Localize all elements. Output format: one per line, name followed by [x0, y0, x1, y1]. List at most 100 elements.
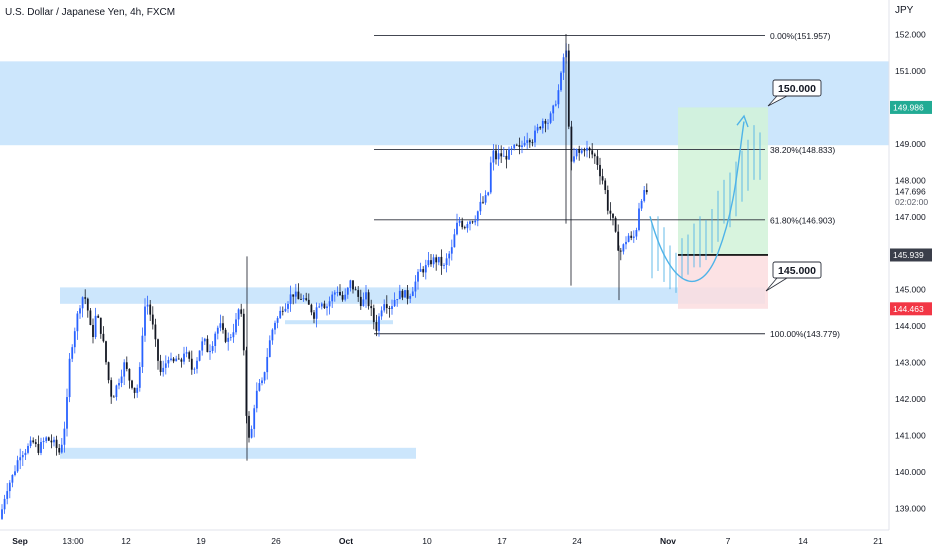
- candle-body: [107, 362, 110, 381]
- candle-body: [562, 57, 565, 73]
- candle-body: [58, 448, 61, 453]
- candle-body: [643, 190, 646, 201]
- candle-body: [586, 147, 588, 151]
- fib-label-0: 0.00%(151.957): [770, 31, 831, 41]
- candle-body: [222, 323, 224, 330]
- candle-body: [445, 258, 448, 265]
- candle-body: [352, 280, 354, 290]
- candle-body: [476, 211, 479, 221]
- x-tick-label: 10: [422, 536, 432, 546]
- candle-body: [349, 280, 352, 288]
- long-position-tool[interactable]: [678, 107, 768, 309]
- candle-body: [53, 439, 55, 443]
- candle-body: [60, 444, 63, 453]
- candle-body: [333, 292, 336, 295]
- candle-body: [55, 439, 58, 449]
- price-badge-text: 145.939: [893, 250, 924, 260]
- candle-body: [471, 221, 474, 223]
- price-badge-text: 144.463: [893, 304, 924, 314]
- fib-label-3: 100.00%(143.779): [770, 329, 840, 339]
- candle-body: [419, 269, 422, 272]
- candle-body: [206, 338, 209, 353]
- candle-body: [461, 220, 464, 228]
- candle-body: [240, 309, 243, 314]
- candle-body: [635, 230, 638, 237]
- candle-body: [401, 290, 404, 298]
- candle-body: [640, 200, 643, 209]
- candle-body: [185, 352, 188, 354]
- candle-body: [606, 190, 609, 211]
- candle-body: [427, 260, 430, 266]
- candle-body: [580, 150, 583, 153]
- candle-body: [133, 387, 136, 393]
- candle-body: [391, 306, 393, 310]
- x-tick-label: Sep: [12, 536, 28, 546]
- candle-body: [388, 308, 391, 310]
- candle-body: [216, 327, 219, 334]
- candle-body: [432, 257, 435, 265]
- candle-body: [450, 247, 453, 254]
- candle-body: [549, 113, 552, 123]
- candle-body: [297, 291, 300, 300]
- candle-body: [263, 372, 266, 381]
- candle-body: [344, 294, 347, 300]
- candle-body: [16, 460, 19, 472]
- candle-body: [203, 338, 206, 342]
- candle-body: [92, 324, 94, 338]
- candle-body: [14, 471, 16, 475]
- price-callouts: 150.000 145.000: [765, 79, 822, 292]
- candle-body: [318, 306, 321, 308]
- candle-body: [612, 213, 614, 218]
- candle-body: [89, 310, 92, 325]
- y-tick-label: 144.000: [895, 321, 926, 331]
- candle-body: [209, 350, 211, 353]
- time-axis[interactable]: Sep 13:00 12 19 26 Oct 10 17 24 Nov 7 14 21: [12, 536, 883, 546]
- candle-body: [536, 127, 539, 131]
- y-tick-label: 145.000: [895, 285, 926, 295]
- currency-label: JPY: [895, 5, 914, 16]
- y-tick-label: 152.000: [895, 30, 926, 40]
- candle-body: [583, 150, 586, 152]
- candle-body: [29, 440, 32, 446]
- candle-body: [105, 341, 107, 363]
- candle-body: [383, 304, 386, 311]
- candle-body: [84, 297, 87, 299]
- candle-body: [276, 318, 279, 323]
- candle-body: [112, 396, 115, 398]
- fibonacci-levels[interactable]: 0.00%(151.957) 38.20%(148.833) 61.80%(146.…: [374, 31, 840, 339]
- candle-body: [515, 144, 518, 146]
- candle-body: [258, 383, 261, 391]
- y-tick-label: 147.000: [895, 212, 926, 222]
- candle-body: [86, 298, 89, 311]
- candle-body: [482, 201, 484, 203]
- x-tick-label: 17: [497, 536, 507, 546]
- candle-body: [508, 148, 510, 160]
- candle-body: [68, 358, 71, 398]
- candle-body: [570, 126, 573, 162]
- candle-body: [196, 360, 198, 369]
- callout-box: [772, 79, 822, 97]
- candle-body: [177, 358, 180, 360]
- candle-body: [528, 140, 531, 143]
- candle-body: [144, 306, 146, 336]
- candle-body: [380, 310, 383, 317]
- candle-body: [474, 220, 477, 223]
- price-badge: [890, 100, 932, 114]
- candle-body: [8, 482, 11, 492]
- candle-body: [81, 297, 84, 309]
- candle-body: [315, 307, 318, 319]
- support-resistance-zones: [0, 61, 889, 459]
- y-tick-label: 143.000: [895, 358, 926, 368]
- candle-body: [575, 148, 578, 157]
- candle-body: [591, 150, 594, 155]
- candle-body: [378, 316, 380, 331]
- candle-body: [547, 122, 549, 124]
- candle-body: [435, 257, 438, 263]
- candle-body: [42, 441, 45, 443]
- candle-body: [341, 295, 344, 300]
- price-badge: [890, 302, 932, 316]
- candle-body: [289, 294, 292, 304]
- candle-body: [271, 329, 274, 341]
- candle-body: [6, 491, 9, 499]
- candle-body: [393, 300, 396, 307]
